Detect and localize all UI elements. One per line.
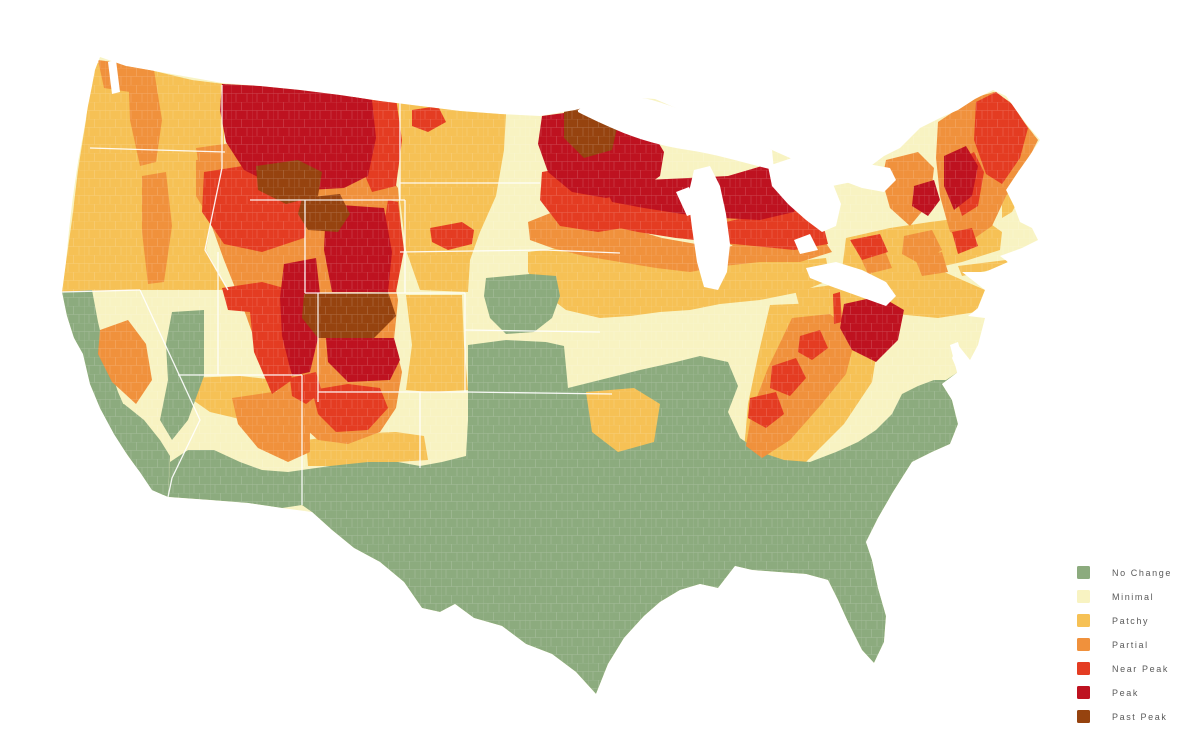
- lake-superior: [578, 96, 774, 170]
- legend-item-patchy: Patchy: [1077, 614, 1172, 627]
- legend-item-peak: Peak: [1077, 686, 1172, 699]
- legend-item-no-change: No Change: [1077, 566, 1172, 579]
- great-lakes: [108, 60, 966, 376]
- lake-huron: [768, 158, 841, 232]
- puget-sound: [108, 60, 120, 94]
- legend-swatch-minimal: [1077, 590, 1090, 603]
- legend-label-no-change: No Change: [1112, 567, 1172, 578]
- legend: No Change Minimal Patchy Partial Near Pe…: [1077, 566, 1172, 723]
- legend-label-near-peak: Near Peak: [1112, 663, 1169, 674]
- legend-label-past-peak: Past Peak: [1112, 711, 1168, 722]
- saginaw-bay: [794, 234, 818, 254]
- legend-swatch-near-peak: [1077, 662, 1090, 675]
- legend-swatch-no-change: [1077, 566, 1090, 579]
- lake-erie: [806, 262, 896, 306]
- legend-label-peak: Peak: [1112, 687, 1139, 698]
- legend-label-patchy: Patchy: [1112, 615, 1150, 626]
- legend-swatch-patchy: [1077, 614, 1090, 627]
- lake-michigan: [688, 166, 730, 290]
- legend-item-minimal: Minimal: [1077, 590, 1172, 603]
- legend-label-partial: Partial: [1112, 639, 1149, 650]
- green-bay: [676, 187, 699, 216]
- lake-ontario: [842, 164, 896, 192]
- legend-item-partial: Partial: [1077, 638, 1172, 651]
- legend-swatch-partial: [1077, 638, 1090, 651]
- legend-swatch-past-peak: [1077, 710, 1090, 723]
- legend-label-minimal: Minimal: [1112, 591, 1155, 602]
- chesapeake-bay: [950, 342, 966, 376]
- legend-item-near-peak: Near Peak: [1077, 662, 1172, 675]
- legend-swatch-peak: [1077, 686, 1090, 699]
- legend-item-past-peak: Past Peak: [1077, 710, 1172, 723]
- state-borders: [62, 85, 621, 505]
